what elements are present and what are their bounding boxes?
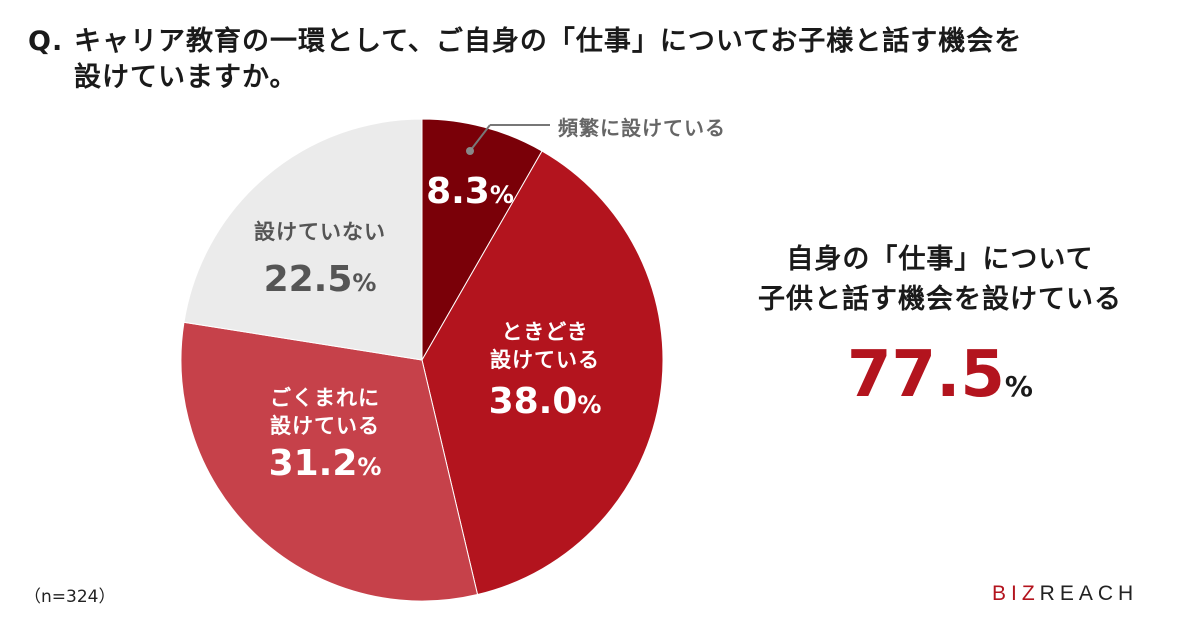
bizreach-logo: BIZREACH (992, 582, 1139, 605)
pie-slice (180, 321, 479, 602)
slice-none: 設けていない 22.5% (254, 220, 386, 300)
question-prefix: Q. (28, 26, 64, 57)
slice-rarely: ごくまれに 設けている 31.2% (268, 386, 382, 484)
slice-value-frequent: 8.3% (426, 171, 514, 212)
pie-slice (421, 150, 664, 596)
slice-sometimes: ときどき 設けている 38.0% (488, 320, 602, 422)
sample-size: （n=324） (24, 587, 116, 607)
summary-callout: 自身の「仕事」について 子供と話す機会を設けている 77.5% (700, 240, 1180, 422)
question-title: Q. キャリア教育の一環として、ご自身の「仕事」についてお子様と話す機会を 設けて… (28, 24, 1178, 96)
slice-label-frequent: 頻繁に設けている (558, 116, 726, 140)
summary-value: 77.5% (847, 338, 1033, 412)
question-line1: キャリア教育の一環として、ご自身の「仕事」についてお子様と話す機会を (74, 26, 1023, 57)
pie-slice (421, 118, 543, 362)
question-line2: 設けていますか。 (74, 62, 298, 93)
pie-slice (183, 118, 423, 361)
